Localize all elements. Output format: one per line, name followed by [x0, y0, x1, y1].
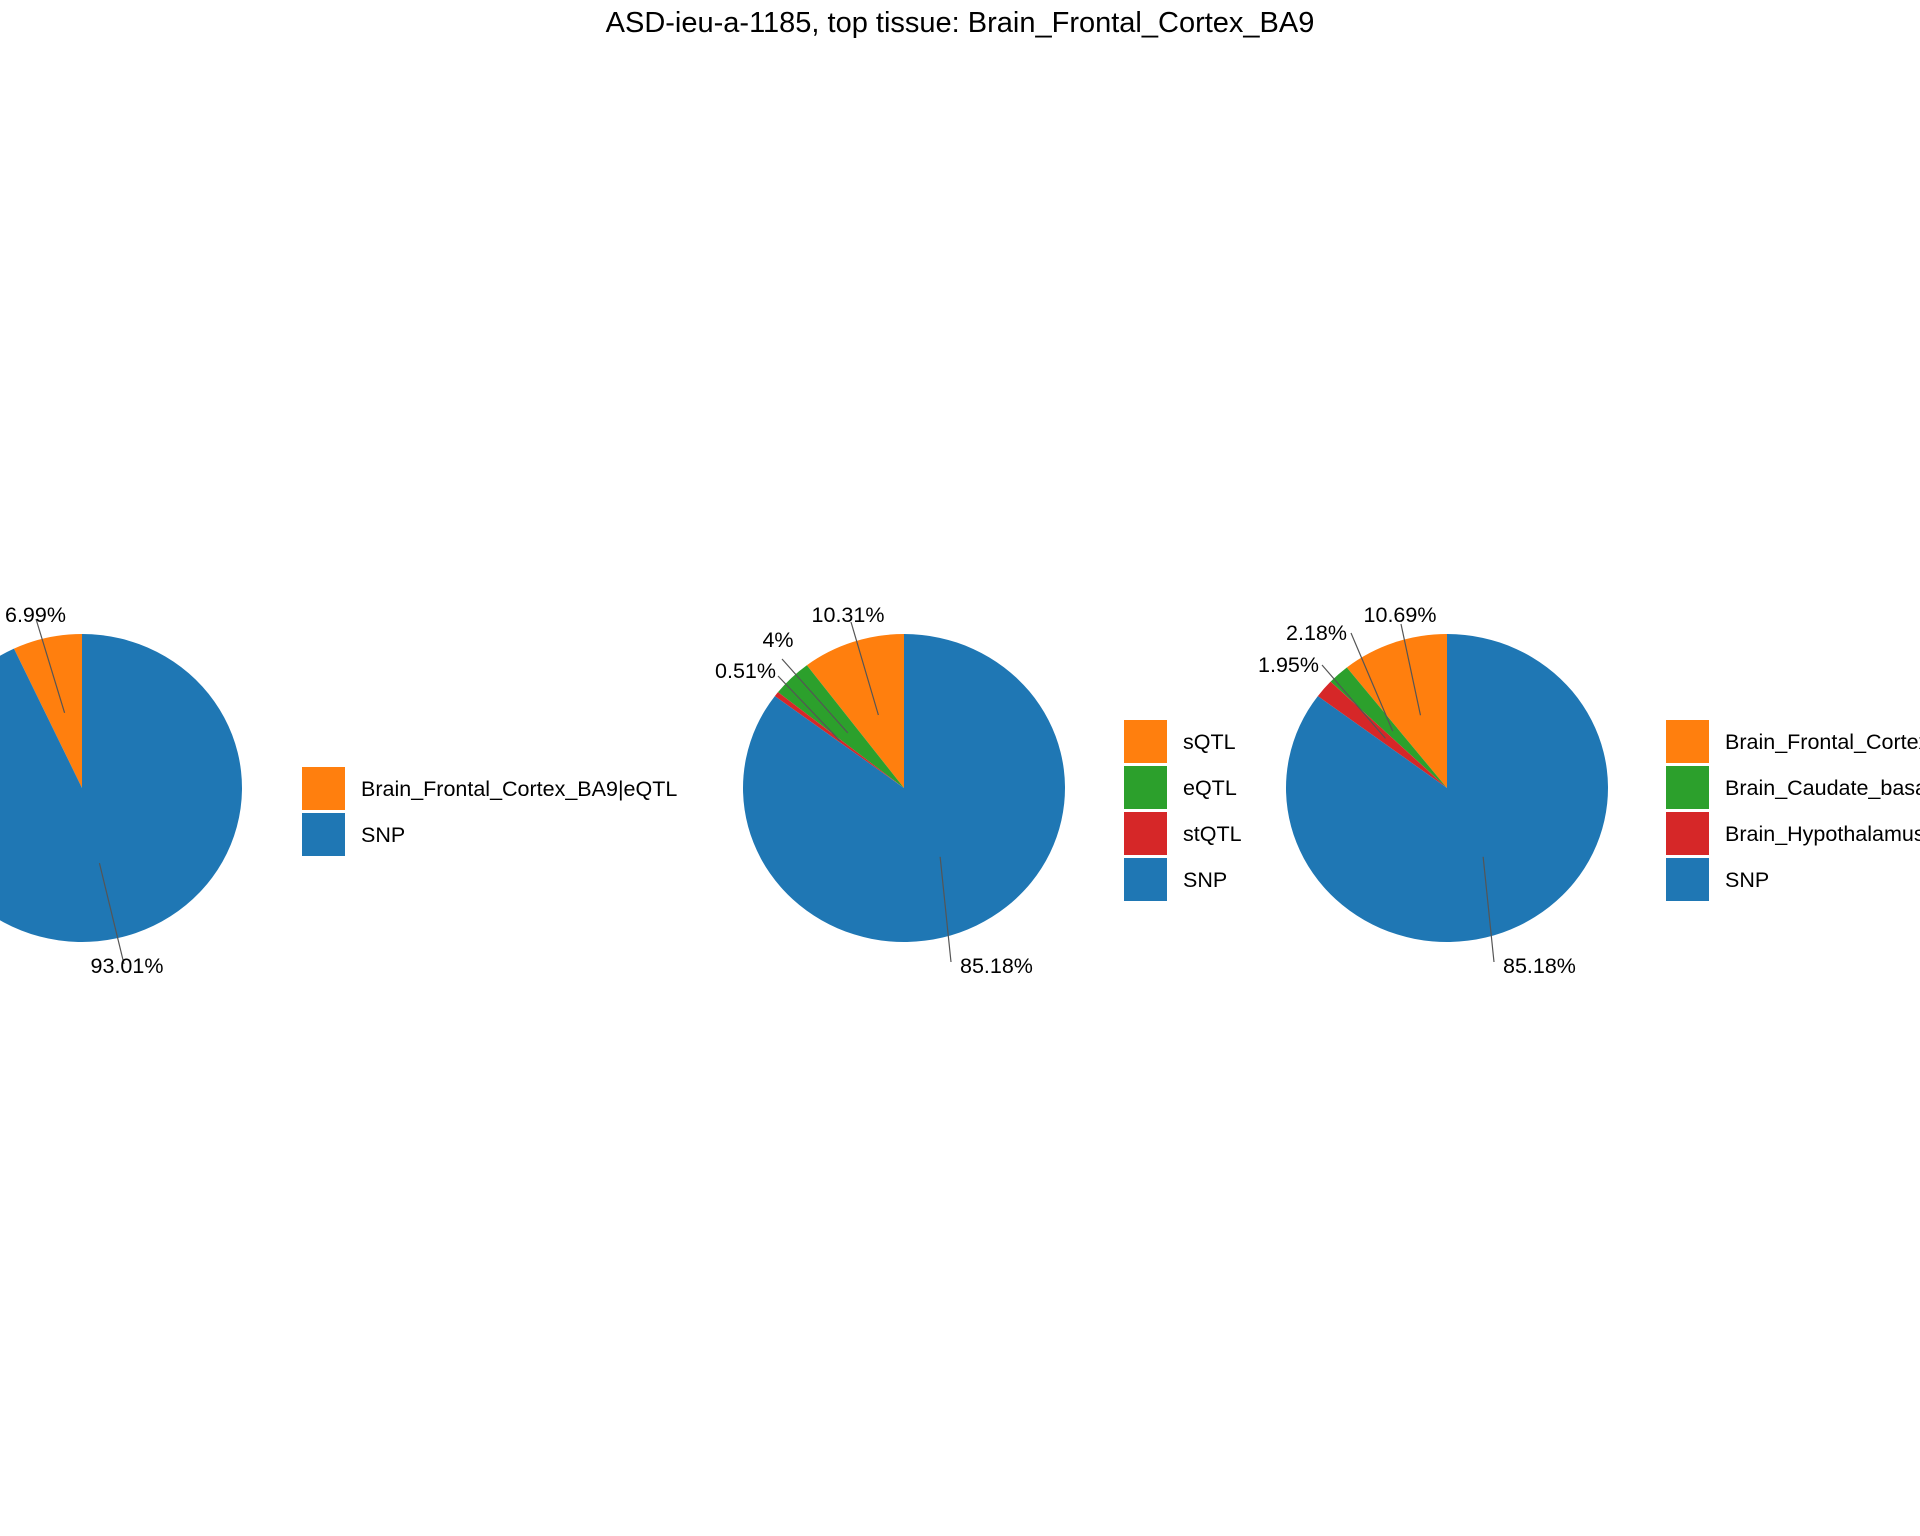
slice-percent-label: 10.31% [812, 603, 885, 627]
legend-label: SNP [1725, 868, 1769, 892]
leader-line [1350, 632, 1394, 732]
legend-swatch [1666, 720, 1709, 763]
leader-line [98, 863, 125, 965]
slice-percent-label: 93.01% [91, 954, 164, 978]
pie-slice-eqtl [777, 665, 904, 788]
slice-percent-label: 1.95% [1258, 653, 1319, 677]
pie-slice-brain-caudate-basal-ganglia [1330, 667, 1447, 788]
pie-slice-snp [1286, 634, 1609, 943]
slice-percent-label: 6.99% [5, 603, 66, 627]
leader-line [1482, 856, 1495, 963]
legend: Brain_Frontal_Cortex_BA9 Brain_Caudate_ba… [1666, 720, 1920, 901]
legend-swatch [1124, 858, 1167, 901]
legend: sQTL eQTL stQTL SNP [1124, 720, 1242, 901]
legend-label: Brain_Frontal_Cortex_BA9 [1725, 730, 1920, 754]
slice-percent-label: 10.69% [1364, 603, 1437, 627]
slice-percent-label: 85.18% [960, 954, 1033, 978]
pie-chart-1: 6.99% 93.01% Brain_Frontal_Cortex_BA9|eQTL… [0, 603, 677, 978]
leader-line [850, 621, 879, 716]
legend-swatch [1666, 766, 1709, 809]
pie-slice-sqtl [806, 634, 904, 788]
leader-line [35, 618, 66, 714]
pie-slice-brain-frontal-cortex-ba9 [1346, 634, 1447, 788]
leader-line [777, 675, 841, 742]
legend-swatch [1124, 720, 1167, 763]
legend-swatch [1666, 812, 1709, 855]
legend-swatch [302, 767, 345, 810]
leader-line [939, 856, 952, 963]
legend-label: Brain_Hypothalamus [1725, 822, 1920, 846]
pie-chart-2: 10.31% 4% 0.51% 85.18% sQTL eQTL stQTL SNP [715, 603, 1242, 978]
leader-line [1400, 623, 1422, 716]
slice-percent-label: 85.18% [1503, 954, 1576, 978]
pie-slice-snp [742, 634, 1065, 943]
slice-percent-label: 4% [762, 628, 793, 652]
legend-swatch [302, 813, 345, 856]
pie-slice-snp [0, 634, 242, 942]
pie-charts: 6.99% 93.01% Brain_Frontal_Cortex_BA9|eQTL… [0, 603, 1920, 978]
pie-slice-brain-frontal-cortex-ba9-eqtl [13, 634, 82, 788]
slice-percent-label: 0.51% [715, 659, 776, 683]
figure-title: ASD-ieu-a-1185, top tissue: Brain_Fronta… [606, 7, 1315, 39]
legend-swatch [1124, 812, 1167, 855]
pie-chart-3: 10.69% 2.18% 1.95% 85.18% Brain_Frontal_Cort… [1258, 603, 1920, 978]
legend-swatch [1124, 766, 1167, 809]
legend-label: Brain_Frontal_Cortex_BA9|eQTL [361, 777, 677, 801]
legend-label: Brain_Caudate_basal_ganglia [1725, 776, 1920, 800]
leader-line [1321, 664, 1386, 739]
legend-label: sQTL [1183, 730, 1236, 754]
legend-label: SNP [361, 823, 405, 847]
legend-label: SNP [1183, 868, 1227, 892]
legend-swatch [1666, 858, 1709, 901]
legend: Brain_Frontal_Cortex_BA9|eQTL SNP [302, 767, 677, 856]
slice-percent-label: 2.18% [1286, 621, 1347, 645]
legend-label: eQTL [1183, 776, 1237, 800]
legend-label: stQTL [1183, 822, 1242, 846]
leader-line [781, 658, 849, 734]
